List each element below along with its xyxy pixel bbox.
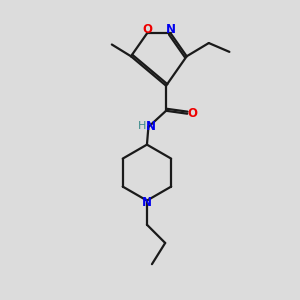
Text: N: N xyxy=(142,196,152,209)
Text: H: H xyxy=(138,121,146,131)
Text: N: N xyxy=(146,120,155,133)
Text: O: O xyxy=(142,23,152,36)
Text: N: N xyxy=(166,23,176,36)
Text: O: O xyxy=(188,107,198,120)
